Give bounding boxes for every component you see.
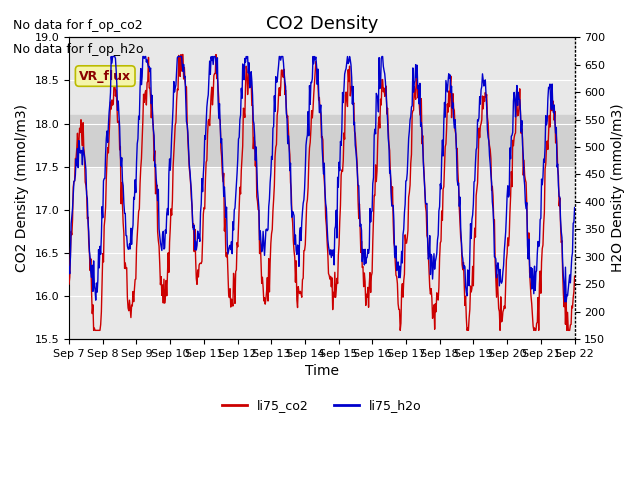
Text: VR_flux: VR_flux <box>79 70 131 83</box>
Title: CO2 Density: CO2 Density <box>266 15 378 33</box>
Text: No data for f_op_h2o: No data for f_op_h2o <box>13 43 143 56</box>
X-axis label: Time: Time <box>305 364 339 378</box>
Text: No data for f_op_co2: No data for f_op_co2 <box>13 19 143 32</box>
Y-axis label: H2O Density (mmol/m3): H2O Density (mmol/m3) <box>611 104 625 273</box>
Legend: li75_co2, li75_h2o: li75_co2, li75_h2o <box>217 394 426 417</box>
Y-axis label: CO2 Density (mmol/m3): CO2 Density (mmol/m3) <box>15 104 29 272</box>
Bar <box>69 115 575 167</box>
